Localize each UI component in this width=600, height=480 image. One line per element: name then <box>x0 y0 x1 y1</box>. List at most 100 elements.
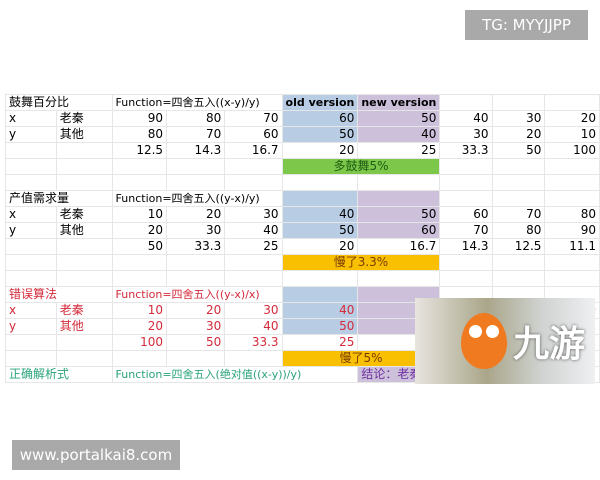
result-cell: 33.3 <box>224 334 283 351</box>
logo-text: 九游 <box>512 324 585 365</box>
value-cell: 80 <box>544 206 600 223</box>
cell <box>544 158 600 175</box>
value-cell: 70 <box>439 222 493 239</box>
result-cell: 16.7 <box>357 238 441 255</box>
value-cell: 30 <box>224 206 283 223</box>
cell <box>111 158 168 175</box>
cell <box>166 254 226 271</box>
result-cell: 12.5 <box>111 142 168 159</box>
table-row: 正确解析式 Function=四舍五入(绝对值((x-y))/y) 结论：老秦 <box>5 366 600 383</box>
value-cell: 30 <box>166 318 226 335</box>
cell <box>491 190 546 207</box>
function-formula: Function=四舍五入((y-x)/y) <box>111 190 283 207</box>
function-formula: Function=四舍五入((x-y)/y) <box>111 94 283 111</box>
value-cell: 40 <box>281 302 359 319</box>
value-cell: 30 <box>491 110 546 127</box>
result-cell: 50 <box>166 334 226 351</box>
result-note: 慢了5% <box>281 350 441 367</box>
cell <box>224 254 283 271</box>
cell <box>55 334 113 351</box>
cell <box>491 174 546 191</box>
cell <box>439 158 493 175</box>
value-cell: 40 <box>357 126 441 143</box>
cell <box>5 238 57 255</box>
value-cell: 40 <box>224 222 283 239</box>
value-cell: 80 <box>491 222 546 239</box>
result-cell: 100 <box>111 334 168 351</box>
cell <box>55 350 113 367</box>
value-cell: 10 <box>111 302 168 319</box>
result-cell: 33.3 <box>439 142 493 159</box>
value-cell: 40 <box>281 206 359 223</box>
cell <box>55 270 113 287</box>
cell <box>491 94 546 111</box>
table-row <box>5 174 600 191</box>
tg-watermark: TG: MYYJJPP <box>465 10 588 40</box>
variable-label: x <box>5 110 57 127</box>
result-cell: 25 <box>281 334 359 351</box>
cell <box>166 270 226 287</box>
function-formula: Function=四舍五入(绝对值((x-y))/y) <box>111 366 359 383</box>
variable-name: 其他 <box>55 318 113 335</box>
cell <box>166 174 226 191</box>
result-cell: 20 <box>281 142 359 159</box>
cell <box>544 174 600 191</box>
cell <box>111 254 168 271</box>
cell <box>281 174 359 191</box>
cell <box>224 174 283 191</box>
variable-label: y <box>5 126 57 143</box>
table-row: y 其他 20 30 40 50 60 70 80 90 <box>5 222 600 239</box>
value-cell: 60 <box>224 126 283 143</box>
table-row: 多鼓舞5% <box>5 158 600 175</box>
result-cell: 50 <box>491 142 546 159</box>
cell <box>491 270 546 287</box>
new-version-header: new version <box>357 94 441 111</box>
cell <box>5 174 57 191</box>
cell <box>491 254 546 271</box>
variable-name: 老秦 <box>55 206 113 223</box>
value-cell: 30 <box>224 302 283 319</box>
cell <box>544 270 600 287</box>
cell <box>281 286 359 303</box>
value-cell: 40 <box>439 110 493 127</box>
spreadsheet-table: 鼓舞百分比 Function=四舍五入((x-y)/y) old version ne… <box>5 94 600 383</box>
table-row: 50 33.3 25 20 16.7 14.3 12.5 11.1 <box>5 238 600 255</box>
value-cell: 80 <box>111 126 168 143</box>
site-watermark: www.portalkai8.com <box>12 440 180 470</box>
cell <box>166 158 226 175</box>
variable-label: x <box>5 206 57 223</box>
value-cell: 40 <box>224 318 283 335</box>
cell <box>5 270 57 287</box>
result-note: 多鼓舞5% <box>281 158 441 175</box>
result-cell: 12.5 <box>491 238 546 255</box>
jiuyou-logo-overlay: 九游 <box>415 298 595 384</box>
variable-name: 老秦 <box>55 302 113 319</box>
cell <box>111 350 168 367</box>
cell <box>491 158 546 175</box>
cell <box>357 174 441 191</box>
table-row: 产值需求量 Function=四舍五入((y-x)/y) <box>5 190 600 207</box>
value-cell: 70 <box>491 206 546 223</box>
section-title: 鼓舞百分比 <box>5 94 113 111</box>
cell <box>281 270 359 287</box>
cell <box>5 158 57 175</box>
cell <box>439 254 493 271</box>
variable-label: x <box>5 302 57 319</box>
value-cell: 60 <box>439 206 493 223</box>
result-cell: 20 <box>281 238 359 255</box>
value-cell: 70 <box>224 110 283 127</box>
value-cell: 30 <box>166 222 226 239</box>
cell <box>55 238 113 255</box>
variable-label: y <box>5 222 57 239</box>
value-cell: 50 <box>357 110 441 127</box>
cell <box>224 158 283 175</box>
table-row: 鼓舞百分比 Function=四舍五入((x-y)/y) old version ne… <box>5 94 600 111</box>
table-row <box>5 270 600 287</box>
value-cell: 10 <box>111 206 168 223</box>
value-cell: 10 <box>544 126 600 143</box>
cell <box>357 190 441 207</box>
value-cell: 60 <box>357 222 441 239</box>
value-cell: 50 <box>281 126 359 143</box>
value-cell: 50 <box>357 206 441 223</box>
section-title: 产值需求量 <box>5 190 113 207</box>
